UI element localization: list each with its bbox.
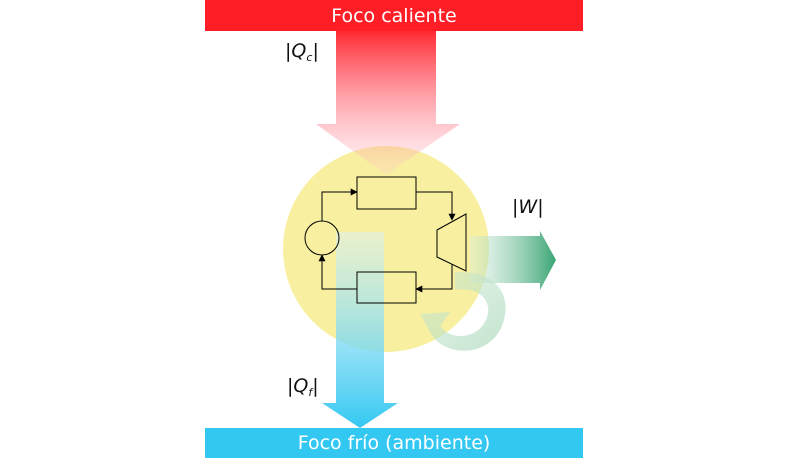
- work-arrow: [470, 231, 556, 290]
- flow-condenser-to-pump: [318, 254, 357, 290]
- work-label: |W|: [512, 196, 544, 218]
- flow-heater-to-turbine: [416, 191, 456, 221]
- flow-turbine-to-condenser: [415, 264, 453, 293]
- engine-circle: [283, 146, 489, 352]
- flow-pump-to-heater: [321, 188, 358, 221]
- turbine-icon: [436, 213, 467, 272]
- cold-reservoir-bar: Foco frío (ambiente): [205, 428, 583, 458]
- cold-reservoir-label: Foco frío (ambiente): [297, 432, 491, 454]
- heat-in-arrow: [316, 31, 460, 175]
- hot-reservoir-label: Foco caliente: [331, 4, 457, 27]
- loss-loop-arrow: [420, 271, 506, 351]
- heat-in-label: |Qc|: [285, 40, 319, 64]
- heat-out-label: |Qf|: [287, 375, 319, 399]
- heat-out-arrow: [322, 232, 398, 428]
- hot-reservoir-bar: Foco caliente: [205, 0, 583, 31]
